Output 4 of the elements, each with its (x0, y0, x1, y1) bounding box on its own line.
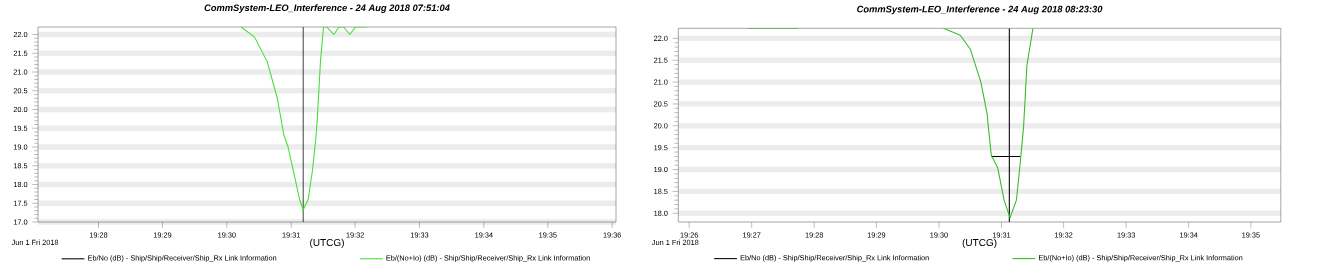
chart-title: CommSystem-LEO_Interference - 24 Aug 2018 08:23:30 (857, 5, 1103, 15)
x-axis-title: (UTCG) (962, 238, 997, 249)
chart-title: CommSystem-LEO_Interference - 24 Aug 2018 07:51:04 (204, 4, 450, 13)
x-axis-title: (UTCG) (310, 238, 344, 249)
